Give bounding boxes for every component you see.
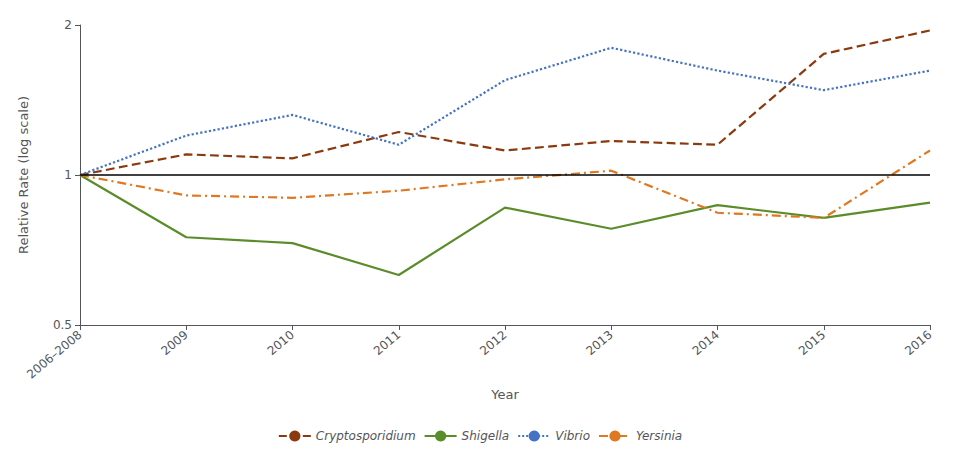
svg-text:2011: 2011 — [371, 328, 403, 358]
svg-text:Vibrio: Vibrio — [555, 429, 590, 443]
svg-text:Cryptosporidium: Cryptosporidium — [316, 429, 416, 443]
svg-text:Relative Rate (log scale): Relative Rate (log scale) — [16, 96, 31, 254]
svg-text:0.5: 0.5 — [53, 318, 72, 332]
svg-text:2015: 2015 — [796, 328, 828, 358]
svg-text:2010: 2010 — [265, 328, 297, 358]
svg-text:Shigella: Shigella — [462, 429, 510, 443]
svg-text:1: 1 — [64, 168, 72, 182]
svg-text:2009: 2009 — [158, 328, 190, 358]
svg-text:2013: 2013 — [583, 328, 615, 358]
svg-text:Yersinia: Yersinia — [636, 429, 682, 443]
svg-text:2016: 2016 — [902, 328, 934, 358]
svg-text:2012: 2012 — [477, 328, 509, 358]
svg-text:2014: 2014 — [690, 328, 722, 358]
svg-text:2006–2008: 2006–2008 — [24, 328, 84, 382]
svg-text:2: 2 — [64, 18, 72, 32]
svg-text:Year: Year — [490, 387, 519, 402]
